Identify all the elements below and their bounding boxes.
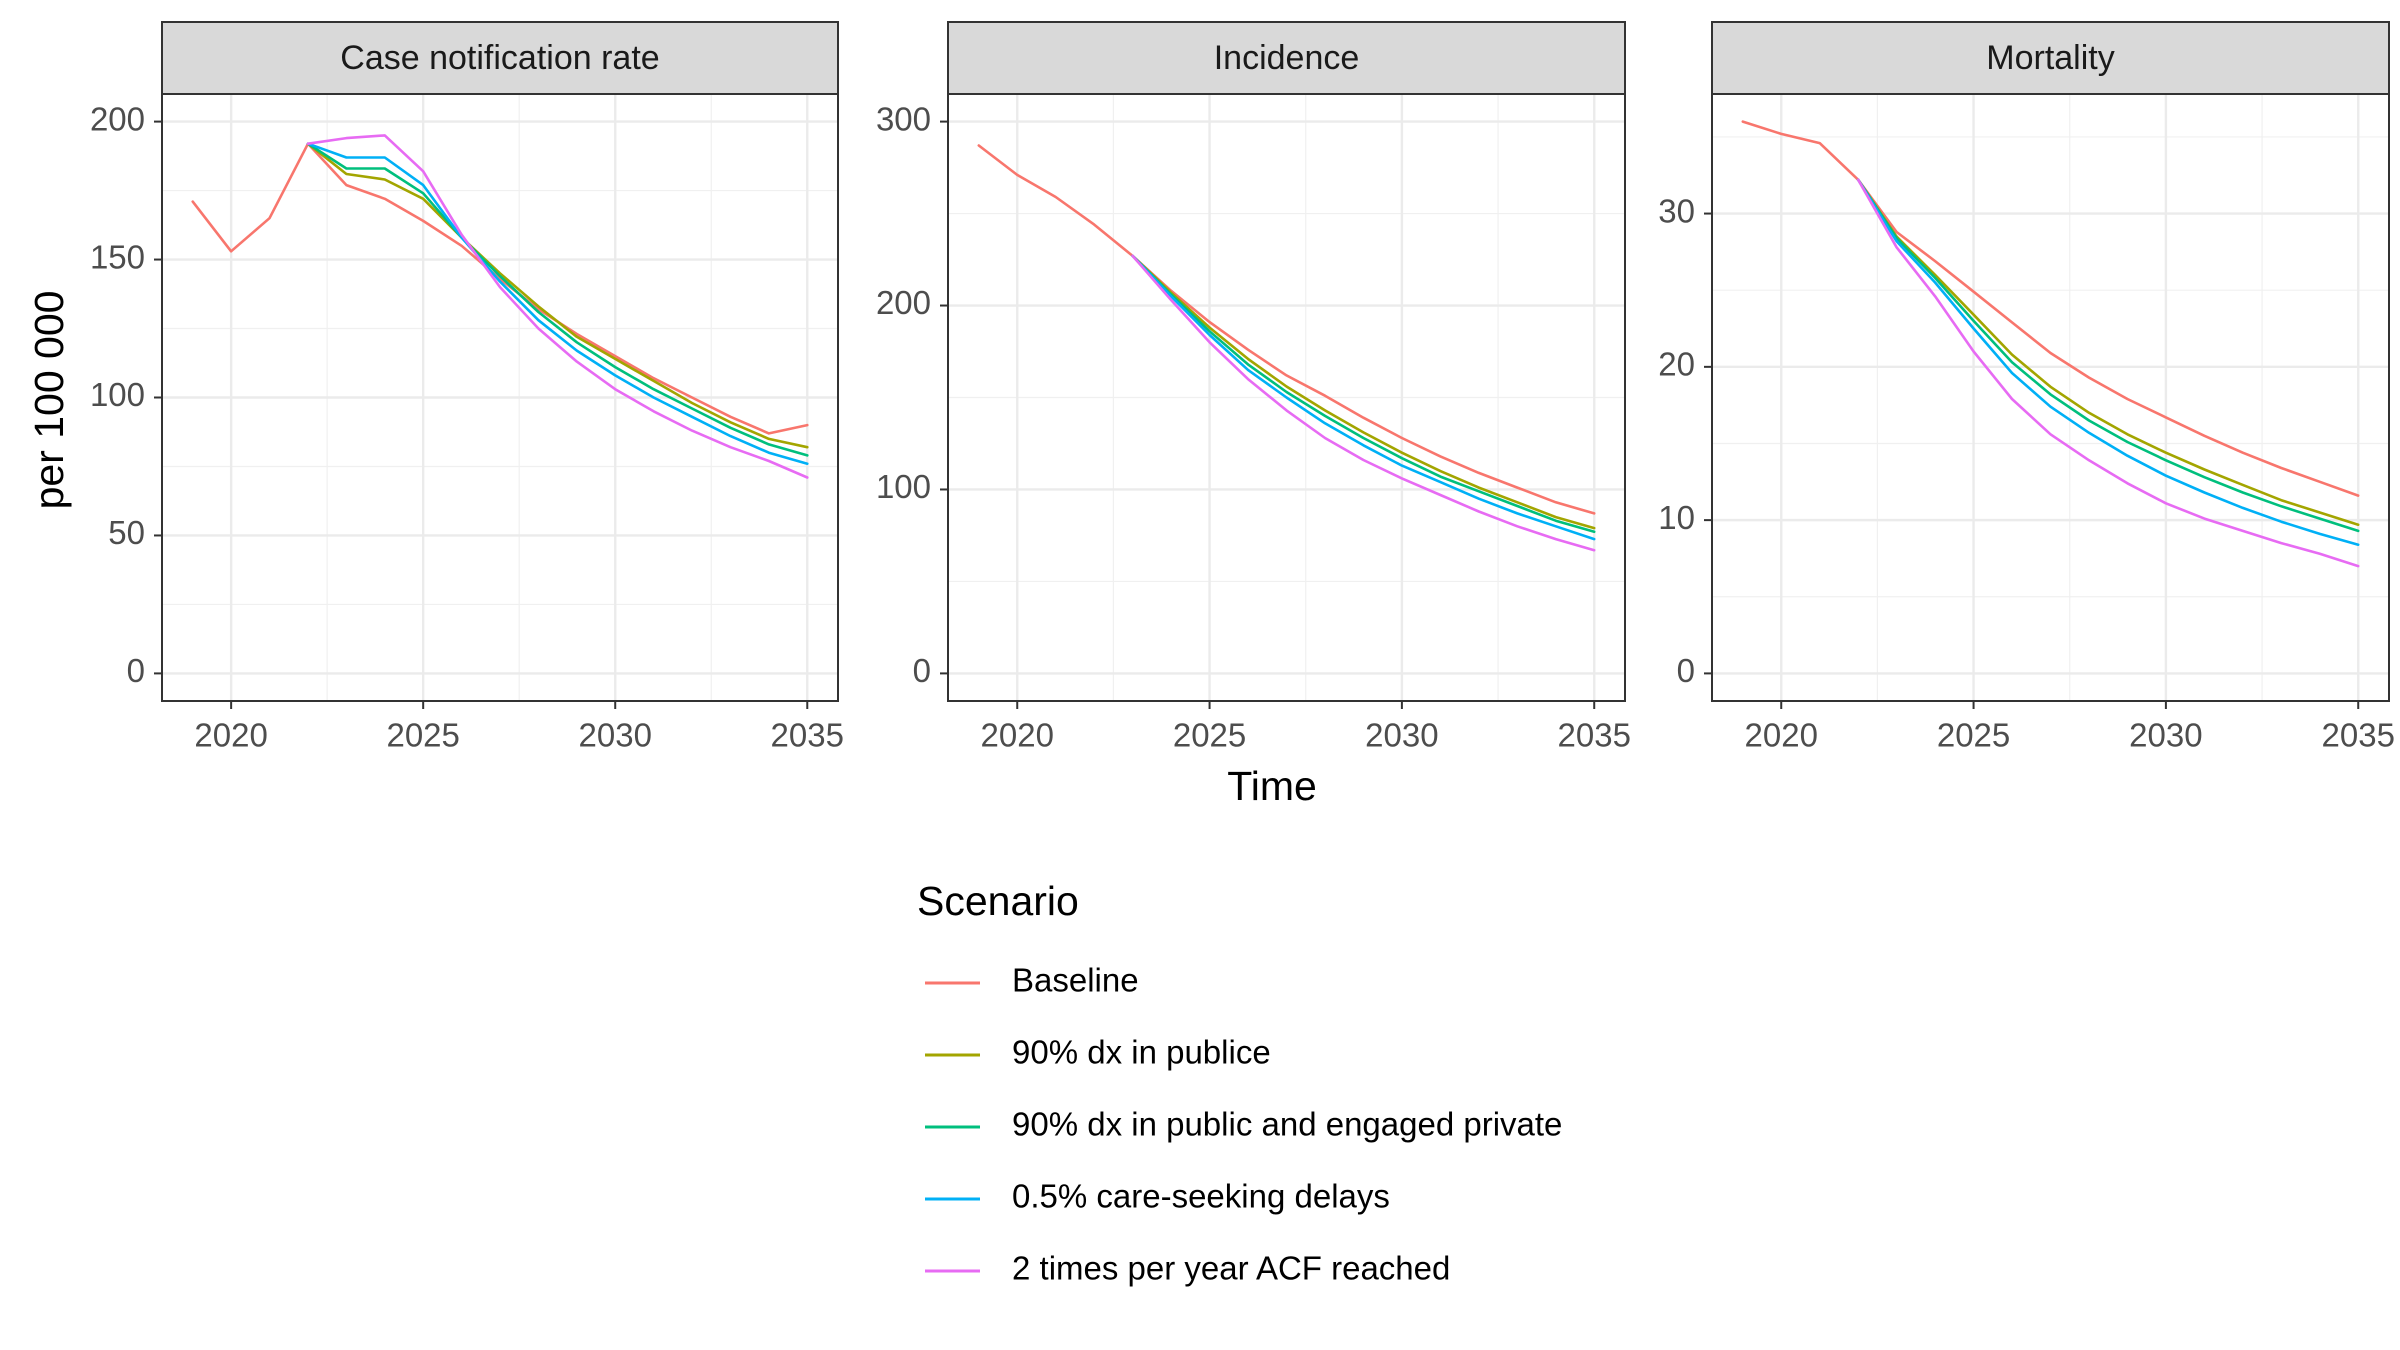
series-line-2 [1131, 254, 1596, 530]
series-line-4 [306, 142, 809, 466]
x-tick-label: 2030 [579, 717, 652, 754]
legend-label: 90% dx in public and engaged private [1012, 1106, 1562, 1143]
series-line-1 [191, 142, 809, 435]
x-tick-label: 2035 [2322, 717, 2395, 754]
y-tick-label: 20 [1658, 346, 1695, 383]
legend-label: 2 times per year ACF reached [1012, 1250, 1450, 1287]
legend-label: 90% dx in publice [1012, 1034, 1271, 1071]
facet-strip [1711, 21, 2390, 95]
x-tick-label: 2020 [1745, 717, 1818, 754]
series-line-4 [1131, 254, 1596, 541]
legend-item: 0.5% care-seeking delays [925, 1178, 1390, 1215]
x-tick-label: 2030 [1365, 717, 1438, 754]
x-axis-title: Time [1227, 763, 1317, 809]
series-line-1 [1741, 120, 2360, 497]
series-line-5 [1856, 178, 2360, 568]
y-tick-label: 30 [1658, 192, 1695, 229]
y-tick-label: 50 [108, 514, 145, 551]
y-tick-label: 150 [90, 238, 145, 275]
x-tick-label: 2020 [194, 717, 267, 754]
series-line-3 [1131, 254, 1596, 534]
series-line-5 [1131, 254, 1596, 552]
panel-background [1712, 94, 2389, 701]
y-tick-label: 0 [1677, 652, 1695, 689]
legend-label: 0.5% care-seeking delays [1012, 1178, 1390, 1215]
legend-item: Baseline [925, 962, 1139, 999]
y-tick-label: 100 [876, 468, 931, 505]
y-tick-label: 200 [90, 100, 145, 137]
y-tick-label: 300 [876, 100, 931, 137]
series-line-5 [306, 134, 809, 479]
x-tick-label: 2035 [1558, 717, 1631, 754]
legend-item: 90% dx in publice [925, 1034, 1271, 1071]
x-tick-label: 2025 [1173, 717, 1246, 754]
y-tick-label: 200 [876, 284, 931, 321]
y-tick-label: 0 [127, 652, 145, 689]
series-line-3 [1856, 178, 2360, 533]
facet-strip [161, 21, 839, 95]
x-tick-label: 2025 [1937, 717, 2010, 754]
facet-title: Case notification rate [340, 39, 659, 77]
x-tick-label: 2020 [981, 717, 1054, 754]
series-line-2 [306, 142, 809, 449]
y-tick-label: 0 [913, 652, 931, 689]
legend-item: 2 times per year ACF reached [925, 1250, 1450, 1287]
y-axis-title: per 100 000 [26, 291, 72, 510]
series-line-2 [1856, 178, 2360, 527]
x-tick-label: 2030 [2129, 717, 2202, 754]
x-tick-label: 2025 [386, 717, 459, 754]
legend-item: 90% dx in public and engaged private [925, 1106, 1562, 1143]
series-line-4 [1856, 178, 2360, 547]
panel-2: Incidence 0 100 200 300 2020 2025 2030 2035 [876, 21, 1631, 754]
x-tick-label: 2035 [771, 717, 844, 754]
panel-border [947, 93, 1626, 702]
legend: Scenario Baseline 90% dx in publice 90% dx… [917, 878, 1562, 1287]
panel-border [1711, 93, 2390, 702]
facet-title: Mortality [1986, 39, 2114, 77]
y-tick-label: 100 [90, 376, 145, 413]
panel-1: Case notification rate 0 50 100 150 200 2020 20… [90, 21, 844, 754]
legend-title: Scenario [917, 878, 1079, 924]
series-line-3 [306, 142, 809, 457]
legend-label: Baseline [1012, 962, 1139, 999]
facet-title: Incidence [1214, 39, 1360, 77]
y-tick-label: 10 [1658, 499, 1695, 536]
series-line-1 [977, 144, 1596, 515]
